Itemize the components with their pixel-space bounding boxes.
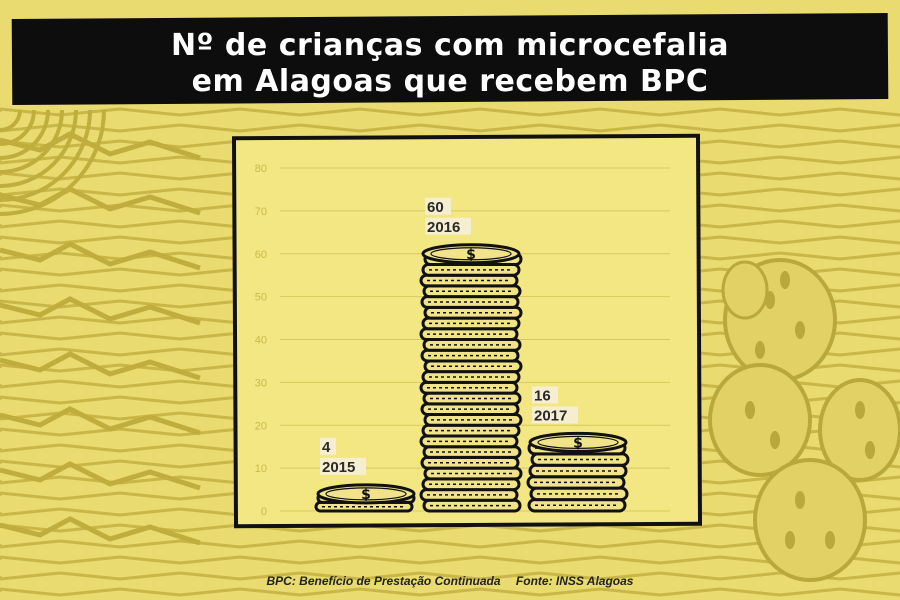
- cactus-spine-mark: [795, 321, 805, 339]
- cactus-spine-mark: [795, 491, 805, 509]
- coin-rim: [537, 435, 619, 449]
- arc-stroke: [0, 109, 36, 146]
- cactus-spine-mark: [755, 341, 765, 359]
- cactus-pad: [753, 458, 867, 582]
- value-label: 16: [534, 387, 551, 404]
- chart-title: Nº de crianças com microcefalia em Alago…: [0, 28, 900, 100]
- texture-stroke: [0, 571, 900, 581]
- arc-stroke: [0, 109, 64, 174]
- cactus-spine-mark: [785, 531, 795, 549]
- y-tick-label: 60: [255, 249, 267, 261]
- crack-line: [0, 131, 201, 161]
- coin-rim: [325, 487, 407, 501]
- crack-line: [0, 406, 201, 436]
- cactus-pad: [721, 260, 769, 320]
- y-tick-label: 20: [255, 420, 267, 432]
- y-tick-label: 0: [261, 506, 267, 518]
- crack-line: [0, 516, 201, 546]
- footer: BPC: Benefício de Prestação Continuada F…: [0, 574, 900, 588]
- texture-stroke: [0, 587, 900, 597]
- arc-stroke: [0, 109, 92, 202]
- texture-stroke: [0, 107, 900, 117]
- crack-line: [0, 461, 201, 491]
- crack-line: [0, 241, 201, 271]
- dollar-icon: $: [466, 247, 476, 263]
- cactus-spine-mark: [825, 531, 835, 549]
- texture-stroke: [0, 539, 900, 549]
- cactus-spine-mark: [765, 291, 775, 309]
- category-label: 2017: [534, 407, 567, 424]
- bar-2017: $16 2017: [526, 386, 630, 513]
- dollar-icon: $: [361, 487, 371, 503]
- arc-stroke: [0, 109, 106, 216]
- bar-2015: $4 2015: [314, 437, 416, 513]
- cactus-illustration: [708, 258, 900, 582]
- cactus-pad: [708, 363, 812, 477]
- title-line-1: Nº de crianças com microcefalia: [170, 28, 730, 63]
- arc-stroke: [0, 109, 78, 188]
- y-tick-label: 40: [255, 335, 267, 347]
- arc-stroke: [0, 109, 50, 160]
- title-line-2: em Alagoas que recebem BPC: [191, 64, 709, 99]
- crack-line: [0, 351, 201, 381]
- year-label-bg: [532, 406, 578, 424]
- year-label-bg: [425, 217, 471, 235]
- cactus-spine-mark: [855, 401, 865, 419]
- category-label: 2015: [322, 459, 355, 476]
- bar-2016: $60 2016: [419, 197, 523, 513]
- value-label: 4: [322, 439, 331, 456]
- value-label-bg: [532, 386, 558, 404]
- cactus-spine-mark: [745, 401, 755, 419]
- cactus-spine-mark: [780, 271, 790, 289]
- texture-stroke: [0, 123, 900, 133]
- category-label: 2016: [427, 219, 460, 236]
- value-label: 60: [427, 199, 444, 216]
- crack-line: [0, 186, 201, 216]
- cactus-pad: [818, 378, 900, 482]
- value-label-bg: [320, 437, 336, 455]
- cactus-spine-mark: [865, 441, 875, 459]
- arc-stroke: [0, 109, 22, 132]
- cactus-spine-mark: [770, 431, 780, 449]
- y-tick-label: 50: [255, 292, 267, 304]
- dollar-icon: $: [573, 435, 583, 451]
- value-label-bg: [425, 197, 451, 215]
- source-note: Fonte: INSS Alagoas: [515, 574, 634, 588]
- footnote-bpc: BPC: Benefício de Prestação Continuada: [266, 574, 501, 588]
- y-tick-label: 30: [255, 377, 267, 389]
- y-tick-label: 70: [255, 206, 267, 218]
- texture-stroke: [0, 555, 900, 565]
- year-label-bg: [320, 457, 366, 475]
- y-tick-label: 10: [255, 463, 267, 475]
- coin-rim: [430, 247, 512, 261]
- y-tick-label: 80: [255, 163, 267, 175]
- crack-line: [0, 296, 201, 326]
- texture-stroke: [0, 523, 900, 533]
